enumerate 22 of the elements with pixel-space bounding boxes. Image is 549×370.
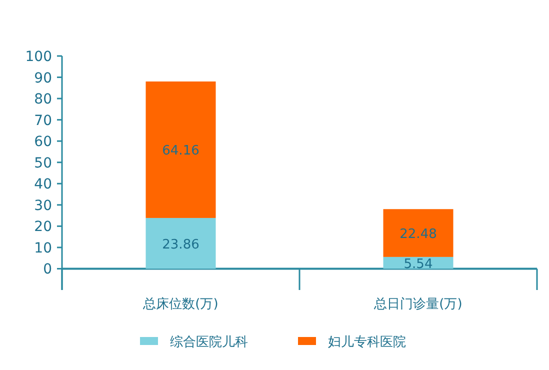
y-tick-label: 90 xyxy=(34,70,52,86)
y-tick-label: 10 xyxy=(34,240,52,256)
y-tick-label: 0 xyxy=(43,262,52,278)
data-label: 64.16 xyxy=(162,144,200,159)
data-label: 23.86 xyxy=(162,237,200,252)
y-tick-label: 20 xyxy=(34,219,52,236)
legend-label: 妇儿专科医院 xyxy=(328,335,406,350)
data-label: 5.54 xyxy=(404,256,433,272)
x-tick-label: 总床位数(万) xyxy=(142,297,218,312)
y-tick-label: 60 xyxy=(34,134,52,150)
y-tick-label: 80 xyxy=(34,92,52,108)
y-tick-label: 50 xyxy=(34,155,52,172)
legend-label: 综合医院儿科 xyxy=(170,335,248,350)
y-tick-label: 30 xyxy=(34,198,52,214)
y-tick-label: 100 xyxy=(25,49,52,65)
y-tick-label: 40 xyxy=(34,176,52,193)
x-tick-label: 总日门诊量(万) xyxy=(373,296,462,312)
bar xyxy=(383,209,454,257)
bar xyxy=(146,81,216,218)
bar xyxy=(146,218,216,269)
y-tick-label: 70 xyxy=(34,112,52,129)
data-label: 22.48 xyxy=(400,227,437,242)
